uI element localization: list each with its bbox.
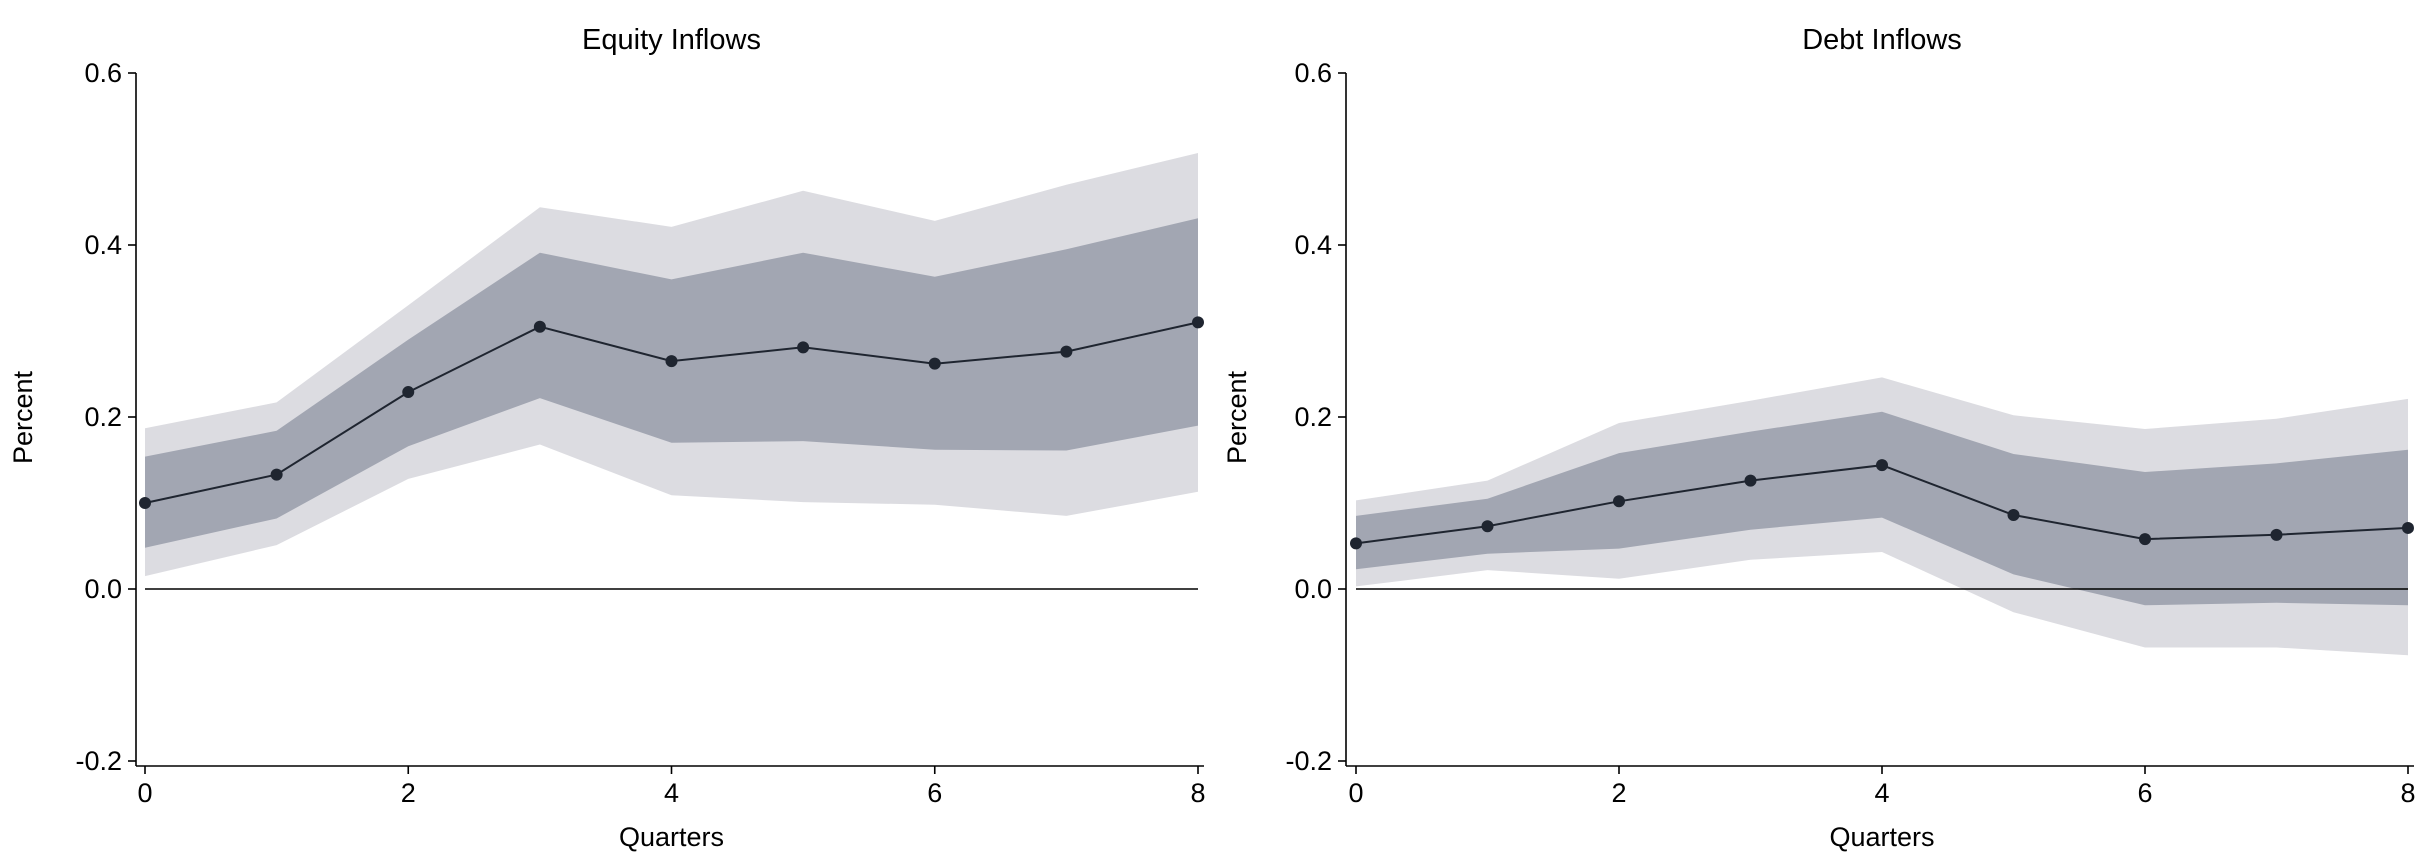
data-point — [1192, 316, 1204, 329]
data-point — [1613, 495, 1625, 508]
y-tick-label: 0.0 — [84, 574, 122, 604]
y-tick-label: 0.0 — [1294, 574, 1332, 604]
x-tick-label: 4 — [1874, 778, 1889, 808]
y-tick-label: 0.2 — [1294, 402, 1332, 432]
x-tick-label: 0 — [1348, 778, 1363, 808]
y-axis-label: Percent — [1222, 370, 1252, 464]
data-point — [1744, 474, 1757, 487]
y-tick-label: 0.6 — [1294, 58, 1332, 88]
chart-title: Debt Inflows — [1802, 24, 1962, 56]
confidence-band-inner — [1356, 411, 2408, 606]
data-point — [1350, 537, 1362, 550]
chart-title: Equity Inflows — [582, 24, 761, 56]
y-tick-label: 0.2 — [84, 402, 122, 432]
data-point — [1060, 345, 1073, 358]
data-point — [2139, 533, 2151, 546]
chart-equity-inflows: Equity Inflows Quarters Percent -0.2 0.0 0… — [8, 24, 1206, 852]
x-axis-label: Quarters — [1829, 822, 1934, 852]
y-tick-label: 0.4 — [84, 230, 122, 260]
y-tick-label: 0.6 — [84, 58, 122, 88]
data-point — [2402, 521, 2414, 534]
data-point — [402, 386, 415, 399]
x-tick-label: 4 — [664, 778, 679, 808]
data-point — [2270, 528, 2283, 541]
confidence-band-inner — [145, 218, 1198, 548]
data-point — [270, 468, 283, 481]
data-point — [928, 357, 941, 370]
y-tick-label: -0.2 — [75, 746, 122, 776]
chart-debt-inflows: Debt Inflows Quarters Percent -0.2 0.0 0.2… — [1222, 24, 2416, 852]
y-tick-label: -0.2 — [1285, 746, 1332, 776]
y-axis-label: Percent — [8, 370, 38, 464]
data-point — [139, 497, 151, 509]
data-point — [533, 320, 546, 333]
x-axis-label: Quarters — [619, 822, 724, 852]
x-tick-label: 2 — [401, 778, 416, 808]
data-point — [797, 341, 810, 354]
data-point — [1876, 459, 1888, 472]
data-point — [1481, 520, 1494, 533]
data-point — [665, 355, 678, 368]
x-tick-label: 6 — [2137, 778, 2152, 808]
y-tick-label: 0.4 — [1294, 230, 1332, 260]
x-tick-label: 2 — [1611, 778, 1626, 808]
x-tick-label: 8 — [1190, 778, 1205, 808]
data-point — [2007, 509, 2020, 522]
x-tick-label: 8 — [2400, 778, 2415, 808]
x-tick-label: 0 — [137, 778, 152, 808]
x-tick-label: 6 — [927, 778, 942, 808]
